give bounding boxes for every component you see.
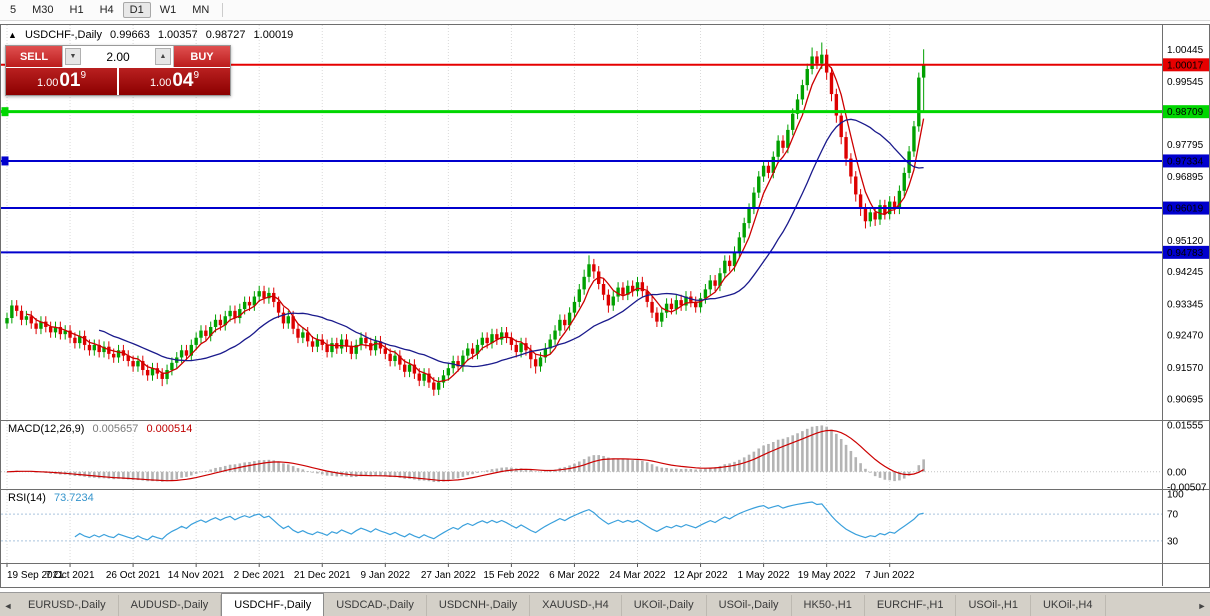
bid-prefix: 1.00 xyxy=(36,77,59,89)
ask-big: 04 xyxy=(172,70,194,91)
macd-title: MACD(12,26,9) xyxy=(8,423,85,435)
chart-tab-bar: ◄ EURUSD-,Daily AUDUSD-,Daily USDCHF-,Dail… xyxy=(0,592,1210,616)
date-axis-separator xyxy=(1,563,1209,564)
ask-price[interactable]: 1.00 04 9 xyxy=(119,68,230,95)
volume-decrease-button[interactable]: ▼ xyxy=(65,48,81,65)
tab-ukoil-daily[interactable]: UKOil-,Daily xyxy=(622,595,707,616)
sell-button[interactable]: SELL xyxy=(6,46,62,67)
buy-button[interactable]: BUY xyxy=(174,46,230,67)
timeframe-button-h4[interactable]: H4 xyxy=(99,4,114,16)
pane-separator-macd[interactable] xyxy=(1,420,1209,421)
macd-header: MACD(12,26,9) 0.005657 0.000514 xyxy=(8,423,197,435)
tab-eurusd-daily[interactable]: EURUSD-,Daily xyxy=(16,595,119,616)
ohlc-close: 1.00019 xyxy=(253,29,294,41)
tab-xauusd-h4[interactable]: XAUUSD-,H4 xyxy=(530,595,622,616)
timeframe-button-w1[interactable]: W1 xyxy=(159,4,177,16)
rsi-title: RSI(14) xyxy=(8,492,46,504)
pane-separator-rsi[interactable] xyxy=(1,489,1209,490)
tab-eurchf-h1[interactable]: EURCHF-,H1 xyxy=(865,595,957,616)
timeframe-button-h1[interactable]: H1 xyxy=(69,4,84,16)
price-axis-divider xyxy=(1162,25,1163,586)
volume-box: ▼ 2.00 ▲ xyxy=(62,46,174,67)
timeframe-button-d1[interactable]: D1 xyxy=(122,2,151,18)
macd-value-signal: 0.000514 xyxy=(146,423,193,435)
tab-usdcad-daily[interactable]: USDCAD-,Daily xyxy=(324,595,427,616)
tab-scroll-left-button[interactable]: ◄ xyxy=(3,601,13,611)
symbol-header: ▲ USDCHF-,Daily 0.99663 1.00357 0.98727 … xyxy=(8,29,298,41)
tab-scroll-right-button[interactable]: ► xyxy=(1197,601,1207,611)
trade-buttons-row: SELL ▼ 2.00 ▲ BUY xyxy=(6,46,230,67)
timeframe-button-5[interactable]: 5 xyxy=(10,4,17,16)
tab-usdcnh-daily[interactable]: USDCNH-,Daily xyxy=(427,595,531,616)
direction-up-icon: ▲ xyxy=(8,30,17,40)
arrow-down-icon: ▼ xyxy=(69,53,77,60)
ohlc-high: 1.00357 xyxy=(157,29,198,41)
timeframe-button-m30[interactable]: M30 xyxy=(32,4,54,16)
timeframe-button-mn[interactable]: MN xyxy=(192,4,210,16)
chart-frame xyxy=(0,24,1210,588)
ask-sup: 9 xyxy=(193,70,200,81)
toolbar-separator xyxy=(222,3,224,17)
macd-value-main: 0.005657 xyxy=(92,423,139,435)
rsi-header: RSI(14) 73.7234 xyxy=(8,492,99,504)
volume-increase-button[interactable]: ▲ xyxy=(154,48,171,65)
timeframe-toolbar: 5 M30 H1 H4 D1 W1 MN xyxy=(0,0,1210,21)
ohlc-open: 0.99663 xyxy=(110,29,150,41)
tab-ukoil-h4[interactable]: UKOil-,H4 xyxy=(1031,595,1106,616)
bid-big: 01 xyxy=(59,70,81,91)
quote-row: 1.00 01 9 1.00 04 9 xyxy=(6,67,230,95)
arrow-up-icon: ▲ xyxy=(159,53,167,60)
volume-input[interactable]: 2.00 xyxy=(106,49,130,64)
bid-sup: 9 xyxy=(80,70,87,81)
rsi-value: 73.7234 xyxy=(53,492,94,504)
ohlc-low: 0.98727 xyxy=(205,29,246,41)
tab-audusd-daily[interactable]: AUDUSD-,Daily xyxy=(119,595,222,616)
symbol-title: USDCHF-,Daily xyxy=(24,29,102,41)
bid-price[interactable]: 1.00 01 9 xyxy=(6,68,117,95)
one-click-trading-panel: SELL ▼ 2.00 ▲ BUY 1.00 01 9 1.00 04 9 xyxy=(5,45,231,96)
tab-usdchf-daily[interactable]: USDCHF-,Daily xyxy=(221,593,325,616)
ask-prefix: 1.00 xyxy=(149,77,172,89)
tab-usoil-daily[interactable]: USOil-,Daily xyxy=(707,595,792,616)
tab-hk50-h1[interactable]: HK50-,H1 xyxy=(792,595,865,616)
tab-usoil-h1[interactable]: USOil-,H1 xyxy=(956,595,1031,616)
tabs-container: EURUSD-,Daily AUDUSD-,Daily USDCHF-,Daily U… xyxy=(16,593,1106,616)
